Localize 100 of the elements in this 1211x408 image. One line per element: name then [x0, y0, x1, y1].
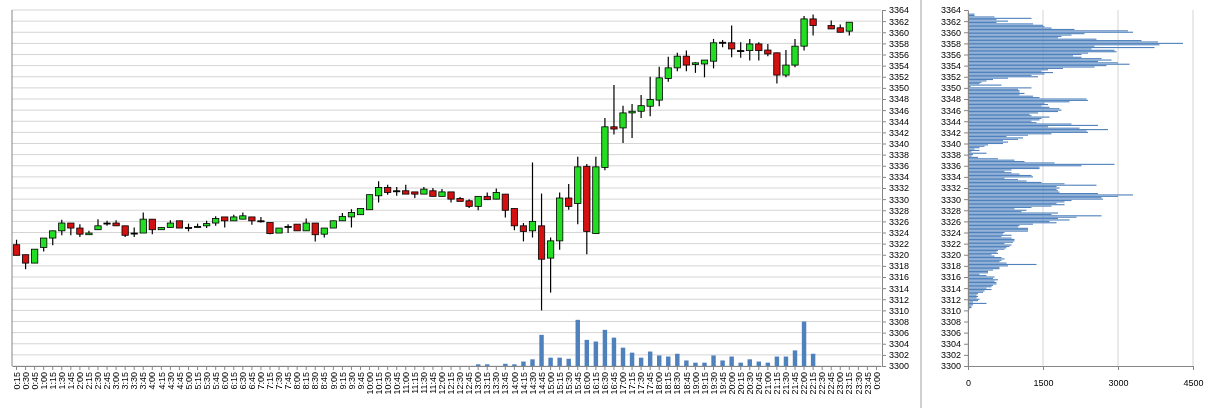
y-tick-label: 3300	[940, 361, 961, 372]
y-tick-label: 3330	[940, 194, 961, 205]
x-tick-label: 2:15	[84, 372, 95, 390]
x-tick-label: 18:15	[663, 372, 674, 395]
x-tick-label: 22:45	[826, 372, 837, 395]
x-tick-label: 6:30	[237, 372, 248, 390]
x-tick-label: 13:45	[500, 372, 511, 395]
x-tick-label: 12:30	[455, 372, 466, 395]
x-tick-label: 6:00	[219, 372, 230, 390]
x-tick-label: 7:00	[256, 372, 267, 390]
x-tick-label: 3:15	[120, 372, 131, 390]
x-tick-label: 16:45	[609, 372, 620, 395]
x-tick-label: 21:45	[790, 372, 801, 395]
y-tick-label: 3312	[940, 294, 961, 305]
x-tick-label: 23:15	[844, 372, 855, 395]
x-tick-label: 15:15	[554, 372, 565, 395]
y-tick-label: 3314	[889, 283, 910, 294]
y-tick-label: 3340	[940, 138, 961, 149]
y-tick-label: 3346	[940, 105, 961, 116]
x-tick-label: 4:00	[147, 372, 158, 390]
y-tick-label: 3304	[889, 339, 910, 350]
x-tick-label: 2:30	[93, 372, 104, 390]
y-tick-label: 3352	[889, 72, 910, 83]
y-tick-label: 3362	[889, 16, 910, 27]
y-tick-label: 3320	[940, 250, 961, 261]
y-tick-label: 3342	[889, 127, 910, 138]
x-tick-label: 21:15	[772, 372, 783, 395]
y-tick-label: 3362	[940, 16, 961, 27]
x-tick-label: 21:00	[763, 372, 773, 395]
x-tick-label: 1:45	[65, 372, 76, 390]
x-tick-label: 11:45	[428, 372, 439, 394]
x-tick-label: 17:00	[618, 372, 629, 395]
y-tick-label: 3346	[889, 105, 910, 116]
y-tick-label: 3364	[940, 5, 961, 16]
x-tick-label: 23:30	[853, 372, 864, 395]
x-tick-label: 17:45	[645, 372, 656, 395]
x-tick-label: 0:45	[29, 372, 40, 390]
x-tick-label: 6:45	[247, 372, 258, 390]
y-tick-label: 3338	[940, 150, 961, 161]
x-tick-label: 12:00	[437, 372, 448, 395]
x-tick-label: 20:15	[735, 372, 746, 395]
x-tick-label: 20:00	[726, 372, 737, 395]
y-tick-label: 3342	[940, 127, 961, 138]
y-tick-label: 3356	[940, 49, 961, 60]
y-tick-label: 3322	[889, 239, 910, 250]
x-tick-label: 23:00	[835, 372, 846, 395]
y-tick-label: 3310	[889, 305, 910, 316]
y-tick-label: 3348	[889, 94, 910, 105]
y-tick-label: 3320	[889, 250, 910, 261]
y-tick-label: 3308	[940, 316, 961, 327]
x-tick-label: 10:45	[391, 372, 402, 395]
y-tick-label: 3306	[940, 328, 961, 339]
y-tick-label: 3324	[889, 227, 910, 238]
x-tick-label: 2:00	[75, 372, 86, 390]
y-tick-label: 3356	[889, 49, 910, 60]
y-tick-label: 3334	[889, 172, 910, 183]
x-tick-label: 15:45	[572, 372, 583, 395]
x-tick-label: 19:00	[690, 372, 701, 395]
y-tick-label: 3324	[940, 227, 961, 238]
x-tick-label: 10:15	[373, 372, 384, 395]
y-tick-label: 3350	[940, 83, 961, 94]
y-tick-label: 3340	[889, 138, 910, 149]
y-tick-label: 3318	[940, 261, 961, 272]
y-tick-label: 3316	[889, 272, 910, 283]
y-tick-label: 3304	[940, 339, 961, 350]
x-tick-label: 14:15	[518, 372, 529, 395]
y-tick-label: 3332	[940, 183, 961, 194]
x-tick-label: 9:45	[355, 372, 366, 390]
y-tick-label: 3310	[940, 305, 961, 316]
x-tick-label: 10:00	[364, 372, 375, 395]
y-tick-label: 3326	[940, 216, 961, 227]
x-tick-label: 17:15	[627, 372, 638, 395]
y-tick-label: 3364	[889, 5, 910, 16]
x-tick-label: 11:00	[400, 372, 411, 394]
y-tick-label: 3332	[889, 183, 910, 194]
x-tick-label: 3:30	[129, 372, 140, 390]
x-tick-label: 8:30	[310, 372, 321, 390]
y-tick-label: 3300	[889, 361, 910, 372]
x-tick-label: 12:15	[446, 372, 457, 395]
x-tick-label: 2:45	[102, 372, 113, 390]
x-tick-label: 19:45	[717, 372, 728, 395]
x-tick-label: 7:45	[283, 372, 294, 390]
x-tick-label: 19:15	[699, 372, 710, 395]
x-tick-label: 8:00	[292, 372, 303, 390]
x-tick-label: 23:45	[862, 372, 873, 395]
x-tick-label: 11:15	[409, 372, 420, 394]
x-tick-label: 3:00	[111, 372, 122, 390]
y-tick-label: 3358	[940, 38, 961, 49]
y-tick-label: 3316	[940, 272, 961, 283]
x-tick-label: 0:15	[11, 372, 22, 390]
x-tick-label: 18:45	[681, 372, 692, 395]
x-tick-label: 22:00	[799, 372, 810, 395]
x-tick-label: 9:00	[328, 372, 339, 390]
x-tick-label: 0:30	[20, 372, 31, 390]
y-tick-label: 3358	[889, 38, 910, 49]
y-tick-label: 3354	[889, 61, 910, 71]
x-tick-label: 4:30	[165, 372, 176, 390]
x-tick-label: 15:30	[563, 372, 574, 395]
x-tick-label: 21:30	[781, 372, 792, 395]
y-tick-label: 3312	[889, 294, 910, 305]
